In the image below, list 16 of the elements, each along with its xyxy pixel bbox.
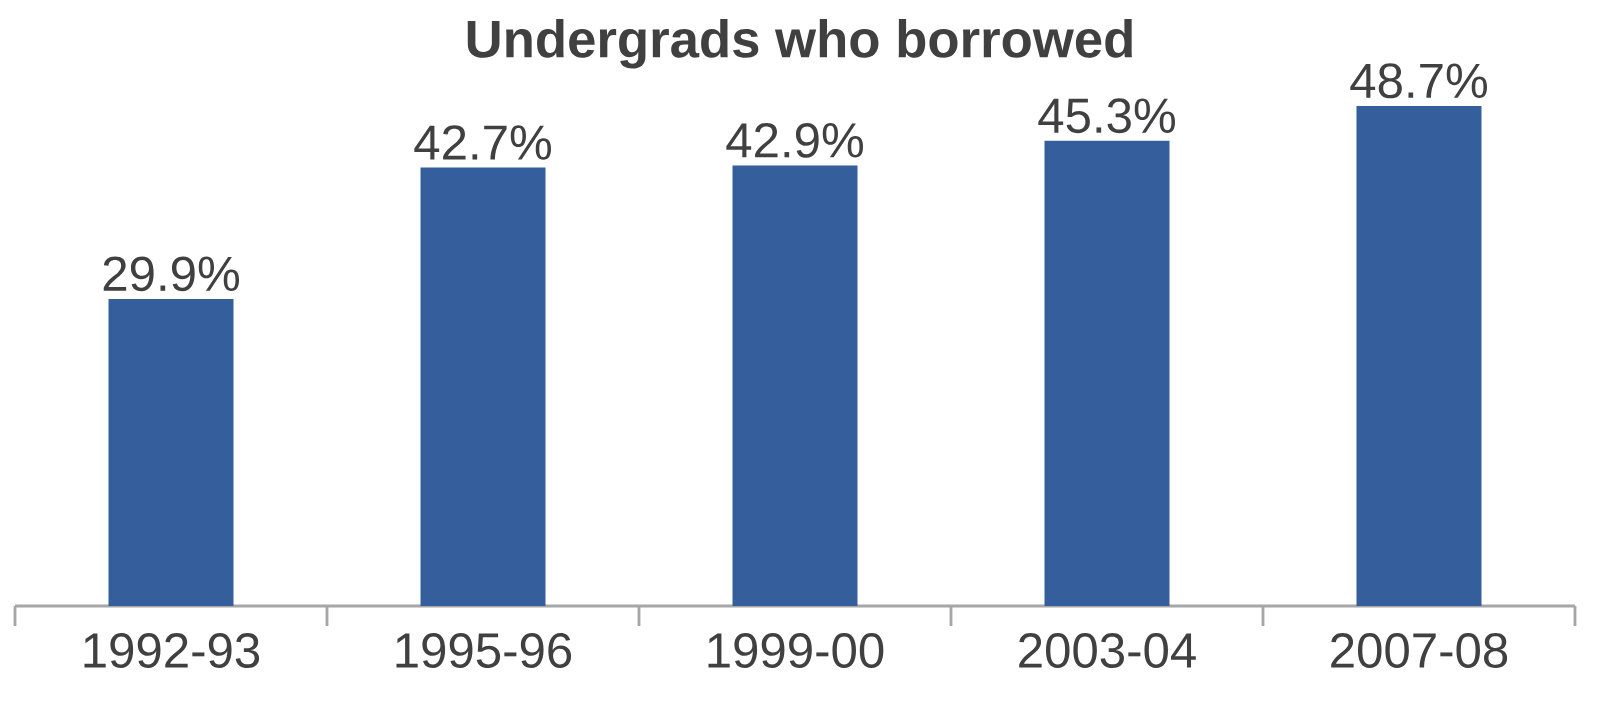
- data-label: 45.3%: [1038, 98, 1175, 134]
- bar: [1044, 140, 1170, 606]
- x-tick-label: 1999-00: [708, 633, 884, 668]
- data-label: 42.9%: [726, 122, 863, 158]
- bar: [1356, 105, 1482, 606]
- x-tick-label: 1992-93: [84, 633, 260, 668]
- bar: [420, 167, 546, 606]
- bar: [732, 165, 858, 606]
- chart-title: Undergrads who borrowed: [467, 19, 1132, 69]
- data-label: 48.7%: [1350, 63, 1487, 99]
- bar: [108, 298, 234, 606]
- x-tick-label: 2007-08: [1331, 633, 1508, 668]
- x-tick-label: 2003-04: [1019, 633, 1196, 668]
- data-label: 42.7%: [414, 125, 551, 160]
- x-tick-label: 1995-96: [396, 633, 572, 668]
- data-label: 29.9%: [103, 256, 240, 292]
